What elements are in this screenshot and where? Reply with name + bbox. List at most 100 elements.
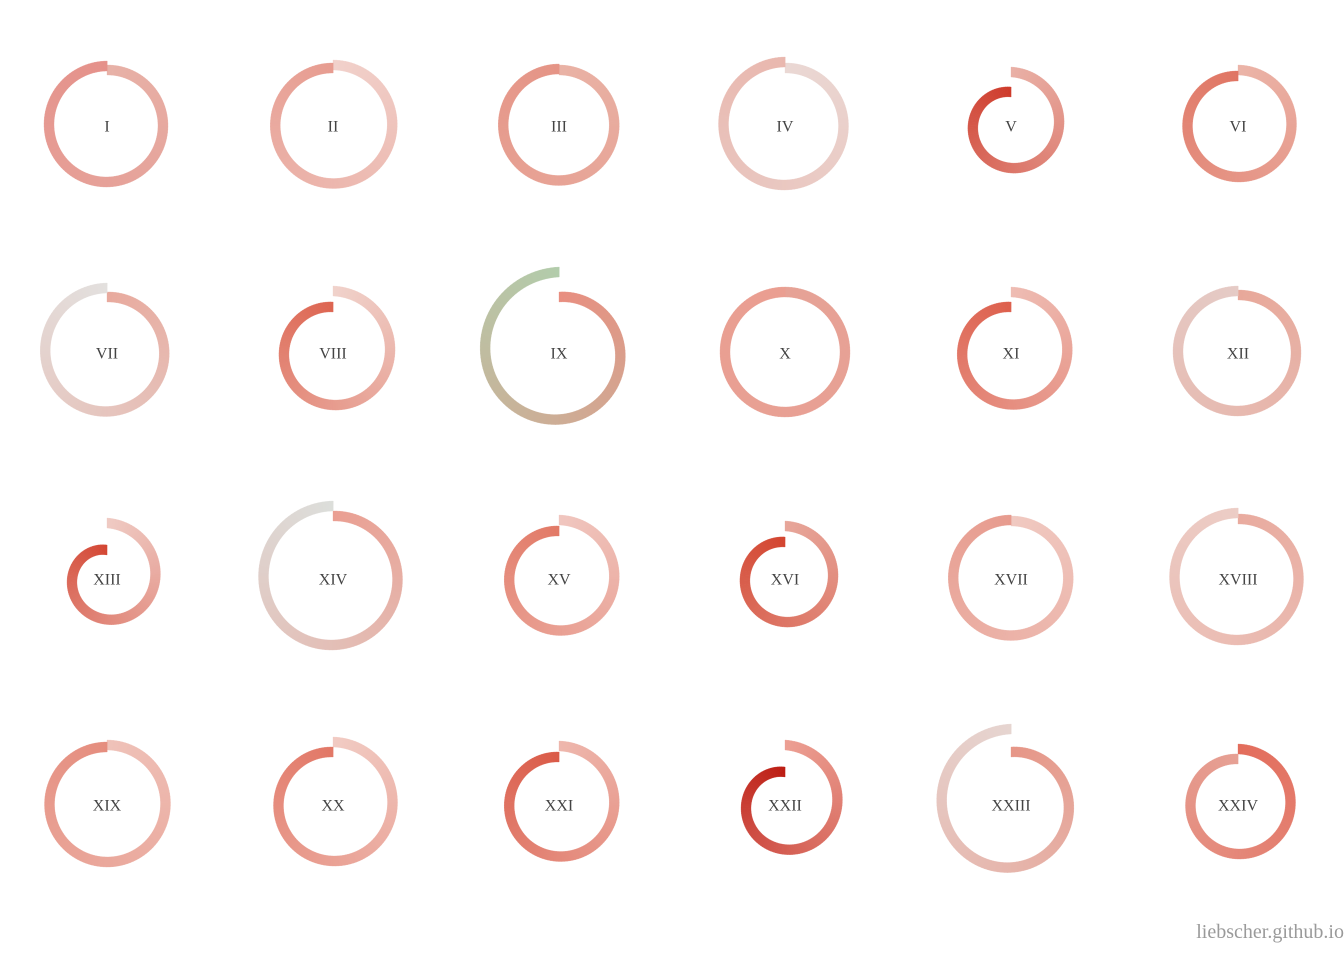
- spiral-segment: [558, 175, 563, 186]
- spiral-cell-vii: VII: [40, 282, 170, 417]
- spiral-ring: [1169, 507, 1304, 646]
- spiral-segment: [332, 178, 337, 189]
- spiral-cell-x: X: [719, 286, 851, 418]
- spiral-ring: [480, 266, 626, 425]
- spiral-segment: [1235, 70, 1239, 82]
- spiral-ring: [967, 66, 1065, 174]
- spiral-ring: [957, 286, 1073, 410]
- spiral-segment: [558, 625, 562, 636]
- spiral-cell-xiii: XIII: [66, 517, 161, 625]
- spiral-ring: [1185, 743, 1296, 860]
- spiral-segment: [1010, 162, 1014, 174]
- spiral-ring: [936, 723, 1075, 873]
- spiral-ring: [43, 60, 169, 188]
- spiral-label: XVII: [994, 572, 1028, 589]
- spiral-cell-xxi: XXI: [504, 740, 620, 862]
- spiral-cell-xiv: XIV: [258, 500, 403, 651]
- spiral-segment: [103, 741, 108, 753]
- spiral-segment: [558, 851, 562, 862]
- spiral-ring: [718, 56, 849, 191]
- spiral-segment: [558, 414, 563, 425]
- spiral-ring: [270, 59, 398, 189]
- spiral-segment: [105, 544, 108, 556]
- spiral-segment: [783, 766, 786, 778]
- spiral-label: XXIII: [991, 798, 1030, 815]
- spiral-label: XVI: [771, 572, 799, 589]
- spiral-ring: [1172, 285, 1302, 417]
- spiral-cell-xxii: XXII: [740, 739, 843, 855]
- spiral-segment: [556, 751, 560, 763]
- spiral-segment: [332, 639, 337, 651]
- spiral-cell-vi: VI: [1182, 64, 1297, 183]
- spiral-segment: [1237, 634, 1242, 646]
- spiral-label: VII: [96, 346, 118, 363]
- spiral-cell-v: V: [967, 66, 1065, 174]
- spiral-segment: [106, 406, 111, 417]
- spiral-cell-xviii: XVIII: [1169, 507, 1304, 646]
- spiral-segment: [1006, 723, 1012, 735]
- spiral-label: X: [779, 346, 791, 363]
- spiral-ring: [948, 514, 1074, 641]
- spiral-label: III: [551, 119, 567, 136]
- spiral-label: I: [104, 119, 109, 136]
- spiral-segment: [556, 525, 560, 537]
- spiral-label: XVIII: [1218, 572, 1257, 589]
- spiral-ring: [66, 517, 161, 625]
- spiral-segment: [330, 746, 334, 758]
- spiral-cell-iv: IV: [718, 56, 849, 191]
- spiral-ring: [719, 286, 851, 418]
- spiral-cell-ii: II: [270, 59, 398, 189]
- spiral-segment: [555, 63, 560, 75]
- spiral-ring: [498, 63, 620, 186]
- spiral-label: XIII: [93, 572, 121, 589]
- spiral-label: II: [328, 119, 339, 136]
- spiral-segment: [1234, 507, 1239, 519]
- spiral-segment: [1007, 514, 1012, 526]
- spiral-label: IV: [777, 119, 794, 136]
- spiral-segment: [781, 286, 786, 298]
- spiral-segment: [784, 406, 789, 418]
- spiral-cell-xv: XV: [504, 514, 620, 636]
- spiral-label: XV: [547, 572, 571, 589]
- spiral-segment: [1237, 405, 1242, 417]
- spiral-segment: [258, 579, 269, 584]
- spiral-segment: [106, 856, 111, 868]
- spiral-segment: [554, 266, 560, 278]
- spiral-segment: [781, 56, 786, 68]
- spiral-cell-xx: XX: [273, 736, 398, 867]
- spiral-cell-iii: III: [498, 63, 620, 186]
- spiral-segment: [103, 60, 108, 72]
- spiral-label: XIX: [93, 798, 122, 815]
- spiral-label: XX: [321, 798, 345, 815]
- spiral-label: VIII: [319, 346, 347, 363]
- spiral-label: XXI: [545, 798, 573, 815]
- spiral-cell-xvii: XVII: [948, 514, 1074, 641]
- spiral-segment: [329, 62, 334, 74]
- spiral-ring: [1182, 64, 1297, 183]
- spiral-label: XXII: [768, 798, 802, 815]
- spiral-cell-xvi: XVI: [739, 520, 839, 628]
- spiral-ring: [504, 740, 620, 862]
- spiral-ring: [504, 514, 620, 636]
- spiral-cell-xxiv: XXIV: [1185, 743, 1296, 860]
- spiral-label: VI: [1230, 119, 1247, 136]
- spiral-ring: [740, 739, 843, 855]
- credit-text: liebscher.github.io: [1196, 921, 1344, 943]
- spiral-ring: [273, 736, 398, 867]
- spiral-cell-xii: XII: [1172, 285, 1302, 417]
- spiral-segment: [784, 844, 788, 855]
- spiral-cell-i: I: [43, 60, 169, 188]
- spiral-segment: [784, 616, 788, 628]
- spiral-label: XII: [1227, 346, 1249, 363]
- spiral-segment: [1009, 86, 1012, 98]
- spiral-cell-xxiii: XXIII: [936, 723, 1075, 873]
- spiral-label: V: [1005, 119, 1017, 136]
- spiral-segment: [782, 536, 786, 548]
- spiral-segment: [480, 353, 491, 358]
- spiral-segment: [332, 855, 337, 867]
- spiral-segment: [784, 179, 789, 191]
- spiral-segment: [1010, 862, 1015, 873]
- spiral-segment: [106, 614, 110, 625]
- spiral-segment: [1235, 753, 1239, 765]
